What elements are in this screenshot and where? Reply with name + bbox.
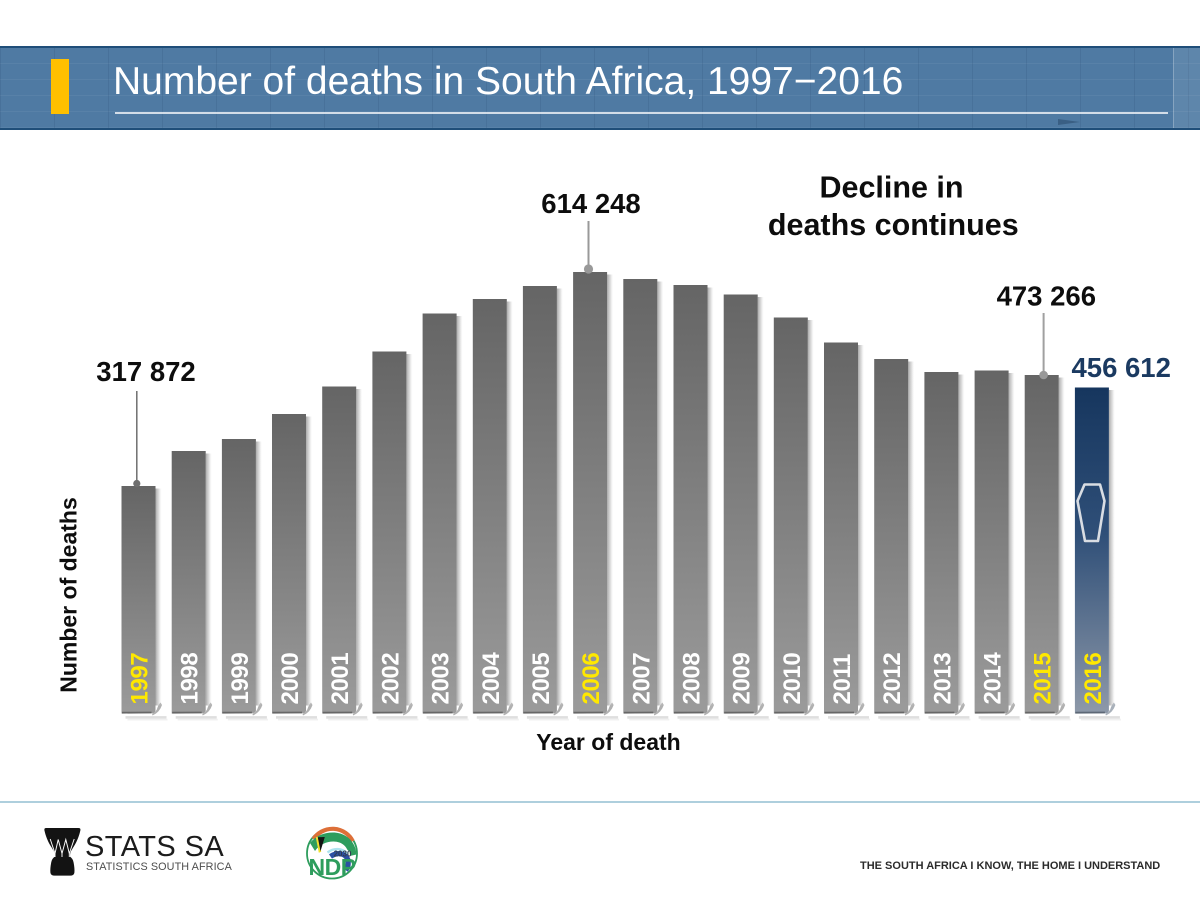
- svg-text:Number of deaths: Number of deaths: [56, 497, 82, 693]
- svg-text:2008: 2008: [679, 653, 706, 705]
- svg-text:2014: 2014: [980, 652, 1007, 705]
- svg-text:2030: 2030: [334, 850, 352, 859]
- svg-text:456 612: 456 612: [1071, 352, 1170, 383]
- svg-text:Decline in: Decline in: [819, 171, 963, 205]
- svg-text:2011: 2011: [829, 654, 856, 705]
- svg-text:614 248: 614 248: [541, 188, 640, 219]
- svg-text:2015: 2015: [1030, 653, 1057, 705]
- svg-text:317 872: 317 872: [96, 356, 195, 387]
- svg-text:2007: 2007: [628, 653, 655, 705]
- svg-text:473 266: 473 266: [997, 281, 1096, 312]
- svg-text:2009: 2009: [729, 653, 756, 705]
- svg-text:2001: 2001: [327, 653, 354, 705]
- svg-text:NDP: NDP: [308, 854, 355, 880]
- svg-text:1997: 1997: [127, 653, 154, 705]
- svg-text:2004: 2004: [478, 652, 505, 705]
- svg-text:2000: 2000: [277, 653, 304, 705]
- svg-text:deaths continues: deaths continues: [768, 208, 1019, 242]
- svg-text:2005: 2005: [528, 653, 555, 705]
- svg-text:1999: 1999: [227, 653, 254, 705]
- svg-text:2016: 2016: [1080, 653, 1107, 705]
- svg-text:2010: 2010: [779, 653, 806, 705]
- svg-text:2003: 2003: [428, 653, 455, 705]
- svg-text:2002: 2002: [377, 653, 404, 705]
- svg-text:2006: 2006: [578, 653, 605, 705]
- svg-text:1998: 1998: [177, 653, 204, 705]
- svg-text:2012: 2012: [879, 653, 906, 705]
- svg-text:2013: 2013: [929, 653, 956, 705]
- svg-text:Year of death: Year of death: [536, 729, 680, 755]
